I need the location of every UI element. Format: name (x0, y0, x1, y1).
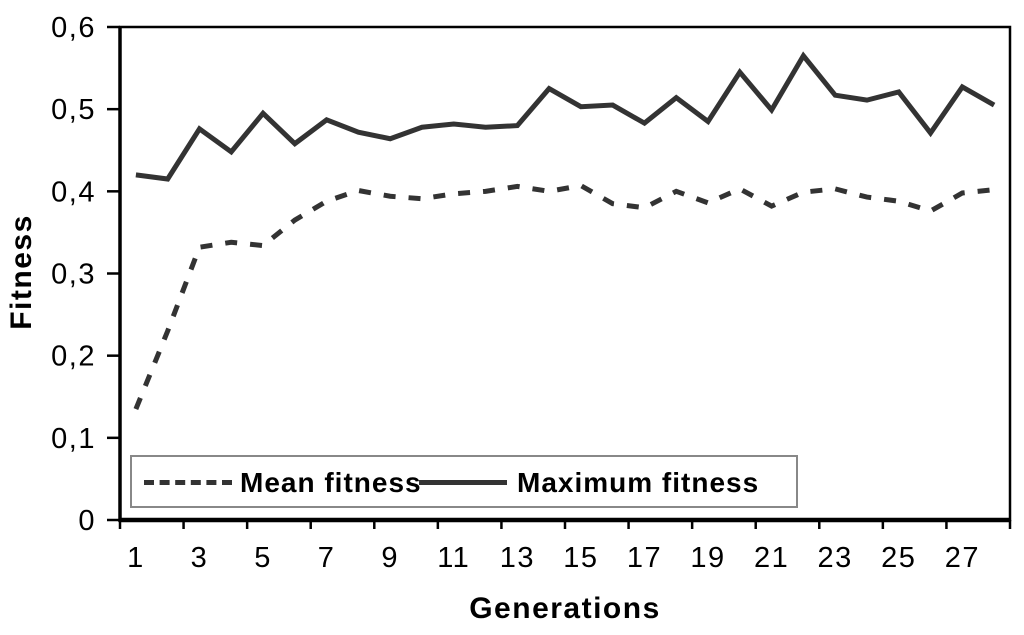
y-tick-label: 0,5 (51, 94, 96, 126)
x-tick-label: 7 (318, 542, 336, 574)
plot-border (118, 25, 1012, 522)
x-axis-title: Generations (469, 592, 661, 625)
mean-fitness-dashed-line-sample (144, 480, 232, 485)
x-tick-label: 17 (627, 542, 662, 574)
x-tick-label: 25 (881, 542, 916, 574)
legend: Mean fitness Maximum fitness (130, 455, 798, 508)
x-tick-label: 13 (500, 542, 535, 574)
x-tick-label: 11 (437, 542, 470, 574)
legend-label-mean-fitness: Mean fitness (240, 467, 422, 498)
y-tick-label: 0,3 (51, 259, 96, 291)
mean-fitness-line (133, 182, 995, 411)
y-axis-title: Fitness (5, 214, 38, 330)
x-tick-label: 9 (381, 542, 399, 574)
x-tick-label: 1 (127, 542, 145, 574)
maximum-fitness-line (135, 51, 996, 182)
y-tick-label: 0,4 (51, 176, 96, 208)
y-tick-label: 0,6 (51, 12, 96, 44)
x-tick-label: 21 (754, 542, 789, 574)
x-tick-label: 15 (563, 542, 598, 574)
x-tick-label: 5 (254, 542, 272, 574)
y-tick-label: 0,1 (51, 423, 96, 455)
y-tick-label: 0 (78, 505, 96, 537)
maximum-fitness-solid-line-sample (419, 480, 507, 485)
y-tick-label: 0,2 (51, 341, 96, 373)
x-tick-label: 23 (818, 542, 853, 574)
legend-label-maximum-fitness: Maximum fitness (517, 467, 760, 498)
x-tick-label: 3 (191, 542, 209, 574)
x-tick-label: 19 (690, 542, 725, 574)
x-tick-label: 27 (945, 542, 980, 574)
